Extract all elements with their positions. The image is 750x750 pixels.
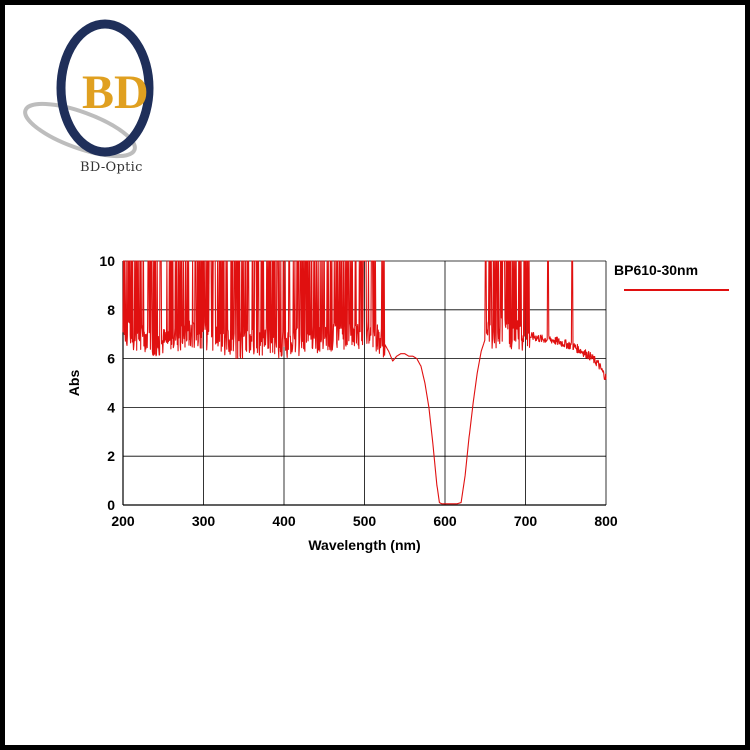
x-tick-label: 200	[111, 513, 135, 529]
x-tick-label: 500	[353, 513, 377, 529]
brand-name: BD-Optic	[80, 160, 143, 175]
y-tick-label: 10	[99, 253, 115, 269]
x-tick-label: 400	[272, 513, 296, 529]
bd-optic-logo: BD	[23, 19, 154, 159]
x-tick-label: 800	[594, 513, 618, 529]
y-tick-label: 4	[107, 399, 115, 415]
y-tick-label: 8	[107, 302, 115, 318]
y-axis-title: Abs	[66, 370, 82, 397]
series-line-bp610-30nm	[122, 260, 607, 505]
legend-label: BP610-30nm	[614, 262, 698, 278]
y-tick-label: 6	[107, 351, 115, 367]
x-tick-label: 600	[433, 513, 457, 529]
y-tick-label: 0	[107, 497, 115, 513]
x-tick-label: 700	[514, 513, 538, 529]
x-tick-label: 300	[192, 513, 216, 529]
logo-letters: BD	[82, 66, 149, 119]
x-axis-title: Wavelength (nm)	[308, 537, 420, 553]
y-tick-label: 2	[107, 448, 115, 464]
